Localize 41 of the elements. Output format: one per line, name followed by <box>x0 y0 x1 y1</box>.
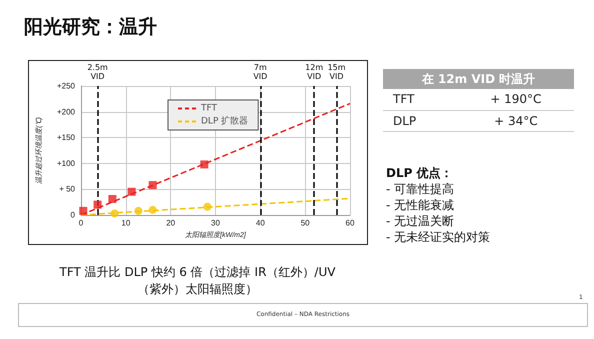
point <box>200 160 208 168</box>
chart-title: 阳光研究：温升 <box>24 15 157 40</box>
legend-label: DLP 扩散器 <box>201 116 248 126</box>
text: - 无未经证实的对策 <box>386 229 490 245</box>
text: - 无过温关断 <box>386 213 456 229</box>
point <box>134 206 142 215</box>
point <box>110 209 119 218</box>
x-tick-label: 40 <box>256 218 266 228</box>
ref-line-label: 7m VID <box>253 63 268 81</box>
text: TFT <box>383 89 458 110</box>
y-tick-label: + 50 <box>59 184 76 194</box>
x-tick-label: 0 <box>78 218 84 228</box>
point <box>108 195 116 204</box>
ref-line-label: 2.5m VID <box>87 63 108 81</box>
point <box>79 206 88 215</box>
y-tick-label: +250 <box>56 82 76 90</box>
y-tick-label: +150 <box>56 133 76 142</box>
ref-line-label: 15m VID <box>328 63 346 81</box>
point <box>148 206 157 214</box>
legend-label: TFT <box>200 104 218 114</box>
text: + 34°C <box>458 110 574 131</box>
x-tick-label: 20 <box>166 218 176 228</box>
text: DLP 优点： <box>386 165 454 181</box>
x-tick-label: 10 <box>121 218 131 228</box>
point <box>128 188 136 196</box>
ref-line-label: 12m VID <box>305 63 324 81</box>
text: + 190°C <box>458 89 574 110</box>
y-tick-label: +100 <box>56 158 76 168</box>
point <box>148 181 157 190</box>
x-tick-label: 60 <box>346 218 355 228</box>
x-tick-label: 50 <box>300 218 310 228</box>
text: DLP <box>383 110 458 131</box>
text: - 无性能衰减 <box>386 197 456 213</box>
text: - 可靠性提高 <box>386 181 456 197</box>
y-tick-label: +200 <box>56 107 76 116</box>
text: 在 12m VID 时温升 <box>383 69 574 89</box>
y-tick-label: 0 <box>70 210 76 220</box>
point <box>94 200 102 209</box>
text: TFT 温升比 DLP 快约 6 倍（过滤掉 IR（红外）/UV（紫外）太阳辐照度） <box>58 264 336 298</box>
point <box>203 202 212 211</box>
x-tick-label: 30 <box>211 218 220 228</box>
